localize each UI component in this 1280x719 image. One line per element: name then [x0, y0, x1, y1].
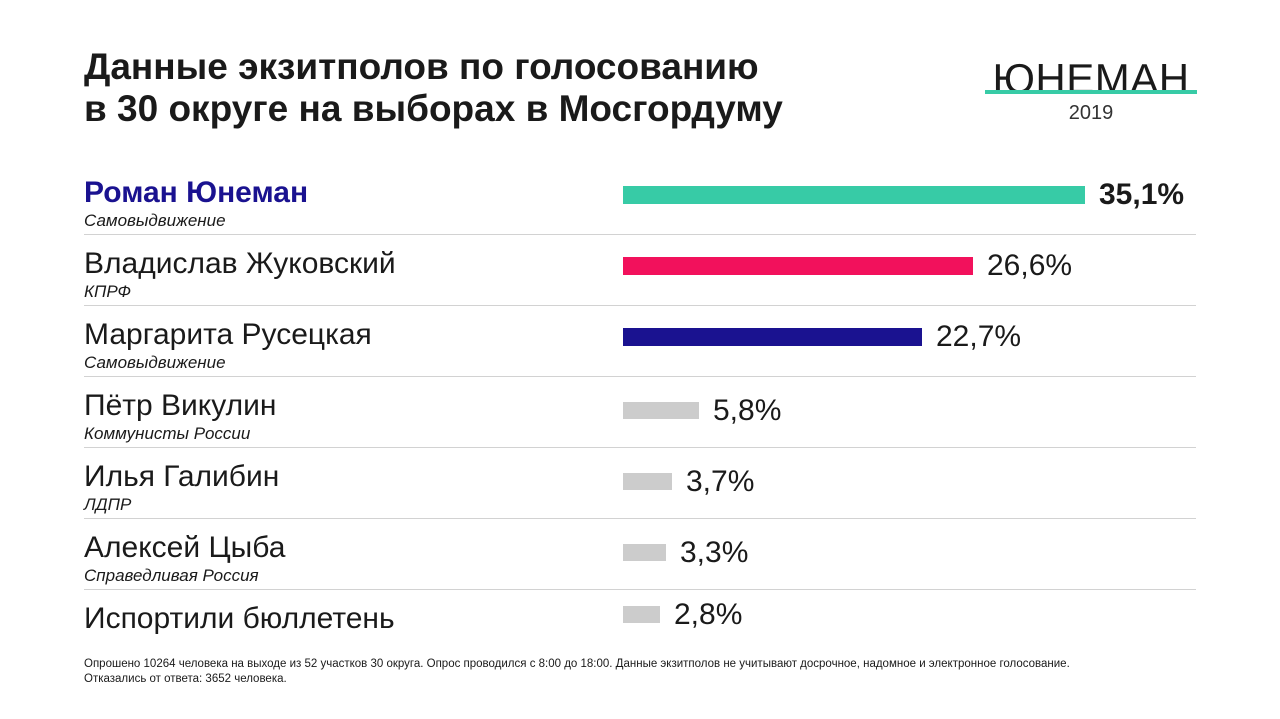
- candidate-row: Роман Юнеман Самовыдвижение 35,1%: [84, 163, 1196, 235]
- candidate-name: Роман Юнеман: [84, 176, 309, 209]
- candidate-row: Алексей Цыба Справедливая Россия 3,3%: [84, 518, 1196, 590]
- chart-title-line-1: Данные экзитполов по голосованию: [84, 46, 759, 87]
- candidate-party: Самовыдвижение: [84, 211, 226, 230]
- candidate-row: Маргарита Русецкая Самовыдвижение 22,7%: [84, 305, 1196, 377]
- candidate-party: Коммунисты России: [84, 424, 251, 443]
- result-value-label: 26,6%: [987, 249, 1073, 282]
- brand-logo: ЮНЕМАН 2019: [985, 58, 1197, 128]
- result-bar: [623, 473, 672, 490]
- chart-title-line-2: в 30 округе на выборах в Мосгордуму: [84, 88, 783, 129]
- result-bar: [623, 606, 660, 623]
- candidate-row: Илья Галибин ЛДПР 3,7%: [84, 447, 1196, 519]
- candidate-party: Справедливая Россия: [84, 566, 259, 585]
- result-value-label: 3,3%: [680, 535, 749, 569]
- candidate-party: ЛДПР: [84, 495, 132, 514]
- logo-year: 2019: [1068, 102, 1114, 124]
- result-bar: [623, 186, 1085, 204]
- result-value-label: 22,7%: [936, 320, 1022, 353]
- result-bar: [623, 257, 973, 275]
- candidate-row: Владислав Жуковский КПРФ 26,6%: [84, 234, 1196, 306]
- footnote-line-1: Опрошено 10264 человека на выходе из 52 …: [84, 658, 1070, 670]
- candidate-name: Маргарита Русецкая: [84, 318, 372, 351]
- footnote: Опрошено 10264 человека на выходе из 52 …: [84, 657, 1204, 687]
- result-value-label: 35,1%: [1099, 178, 1185, 211]
- candidate-name: Алексей Цыба: [84, 531, 286, 564]
- logo-underline: [985, 90, 1197, 94]
- result-bar: [623, 544, 666, 561]
- candidate-name: Владислав Жуковский: [84, 247, 396, 280]
- result-value-label: 2,8%: [674, 597, 743, 631]
- chart-title: Данные экзитполов по голосованию в 30 ок…: [84, 46, 783, 130]
- candidate-party: Самовыдвижение: [84, 353, 226, 372]
- candidate-party: КПРФ: [84, 282, 131, 301]
- result-bar: [623, 328, 922, 346]
- candidate-name: Пётр Викулин: [84, 389, 277, 422]
- result-value-label: 3,7%: [686, 464, 755, 498]
- footnote-line-2: Отказались от ответа: 3652 человека.: [84, 673, 287, 685]
- candidate-row: Пётр Викулин Коммунисты России 5,8%: [84, 376, 1196, 448]
- candidate-row: Испортили бюллетень 2,8%: [84, 589, 1196, 660]
- result-value-label: 5,8%: [713, 393, 782, 427]
- result-bar: [623, 402, 699, 419]
- candidate-name: Илья Галибин: [84, 460, 280, 493]
- candidate-name: Испортили бюллетень: [84, 602, 395, 635]
